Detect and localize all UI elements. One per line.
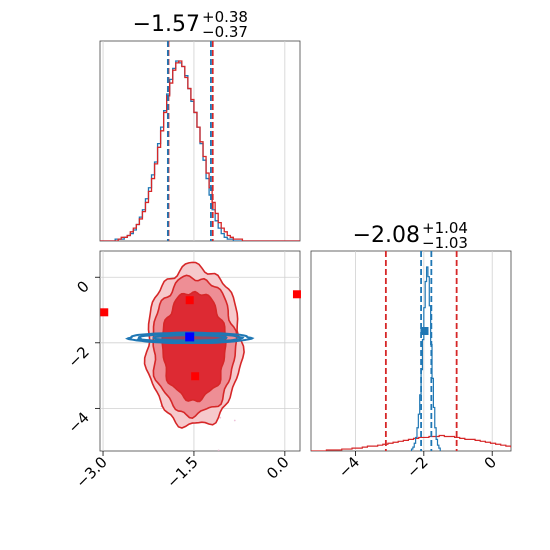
hist-right-grid xyxy=(355,251,493,451)
scatter-panel: −3.0 −1.5 0.0 0 −2 −4 xyxy=(64,250,301,492)
hist-panel-right: −4 −2 0 −2.08 +1.04 −1.03 xyxy=(310,219,512,481)
scatter-markers xyxy=(100,290,301,381)
scatter-red-marker xyxy=(191,372,200,381)
scatter-y-tick-label: 0 xyxy=(73,277,92,296)
scatter-blue-marker xyxy=(185,332,195,342)
hist-right-series-blue xyxy=(410,266,441,451)
scatter-red-marker xyxy=(100,308,109,317)
hist-right-frame xyxy=(310,250,512,452)
scatter-red-contour xyxy=(161,290,227,403)
scatter-blue-contour xyxy=(125,331,255,345)
hist-right-series xyxy=(311,266,511,451)
hist-right-x-tick-label: 0 xyxy=(481,453,500,472)
hist-right-title-median: −2.08 xyxy=(353,223,420,248)
scatter-y-tick-label: −4 xyxy=(64,408,92,436)
scatter-x-tick-label: −1.5 xyxy=(163,453,201,491)
hist-right-x-tick-label: −4 xyxy=(335,453,363,481)
hist-top-series xyxy=(100,60,300,241)
scatter-red-marker xyxy=(185,296,194,305)
scatter-y-tick-label: −2 xyxy=(64,343,92,371)
scatter-sample-point xyxy=(219,416,222,419)
hist-right-x-tick-label: −2 xyxy=(403,453,431,481)
hist-right-series-red xyxy=(311,434,511,451)
hist-top-series-red xyxy=(100,60,300,241)
hist-top-title-plus: +0.38 xyxy=(202,8,248,26)
hist-top-quantile-lines xyxy=(166,41,214,241)
hist-right-quantile-lines xyxy=(384,251,458,451)
scatter-red-marker xyxy=(292,290,301,299)
hist-top-title-minus: −0.37 xyxy=(202,23,248,41)
scatter-sample-point xyxy=(217,449,220,451)
scatter-x-tick-label: 0.0 xyxy=(263,453,293,483)
scatter-sample-point xyxy=(233,419,236,422)
scatter-blue-contour xyxy=(136,332,245,343)
scatter-contours xyxy=(125,261,255,429)
hist-top-title-median: −1.57 xyxy=(133,12,200,37)
hist-right-title-plus: +1.04 xyxy=(422,219,468,237)
hist-right-marker xyxy=(420,327,429,335)
hist-top-grid xyxy=(102,41,286,241)
scatter-x-tick-label: −3.0 xyxy=(72,453,110,491)
hist-right-axes-ticks: −4 −2 0 xyxy=(335,451,500,481)
hist-panel-top: −1.57 +0.38 −0.37 xyxy=(99,8,301,242)
hist-right-markers xyxy=(420,327,429,335)
hist-right-title-minus: −1.03 xyxy=(422,234,468,252)
